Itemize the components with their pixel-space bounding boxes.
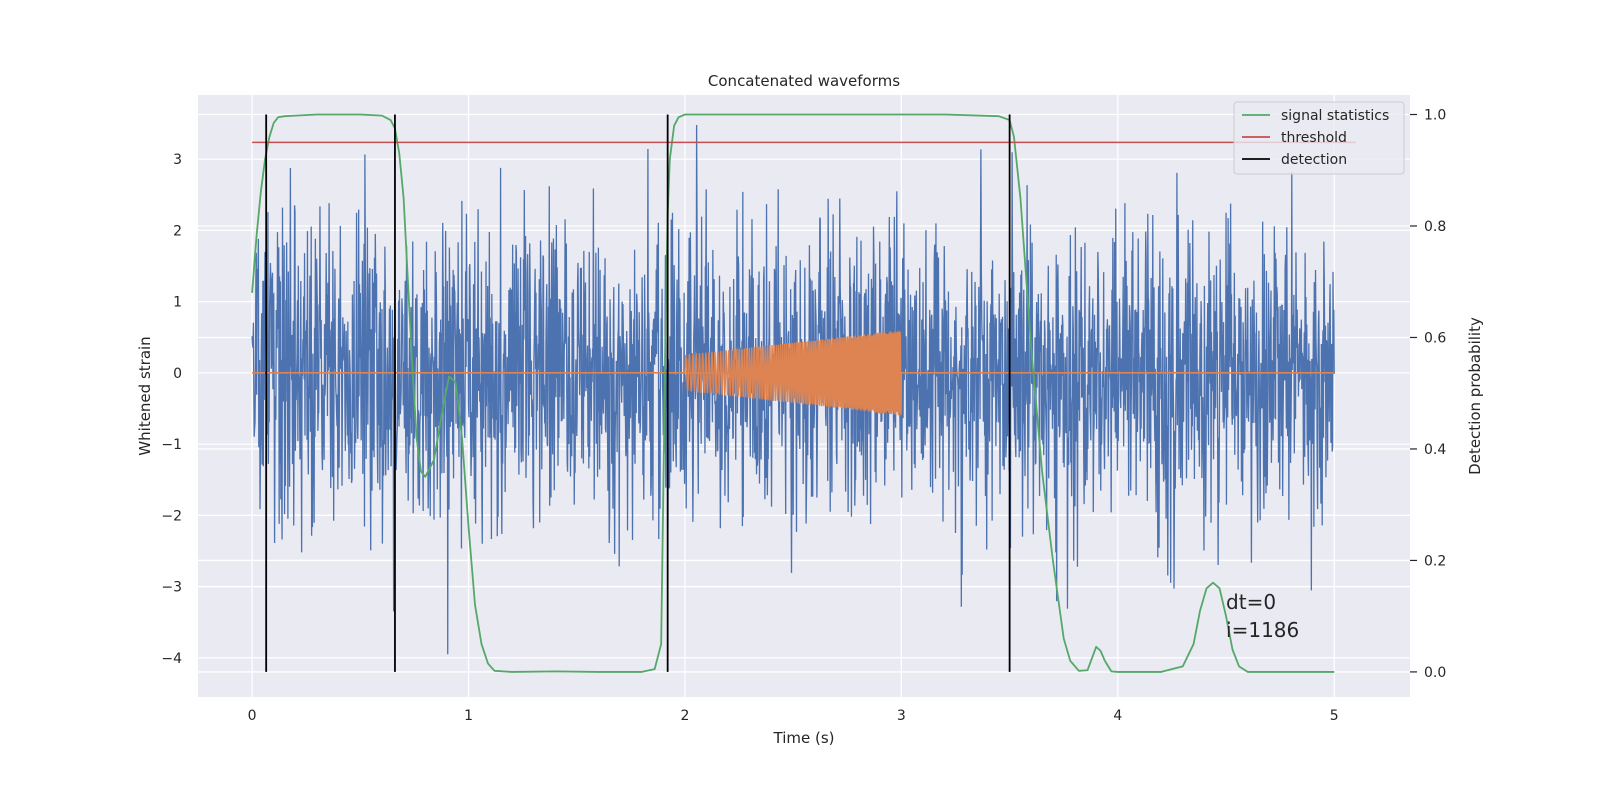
y-tick-label: −1 xyxy=(161,437,182,453)
y-tick-label: 2 xyxy=(173,223,182,239)
series-layer xyxy=(251,113,1356,673)
y-tick-label: 1 xyxy=(173,295,182,311)
y-axis-title: Whitened strain xyxy=(136,336,154,455)
chart-title: Concatenated waveforms xyxy=(708,72,900,90)
y-tick-label: −4 xyxy=(161,651,182,667)
y2-axis-ticks: 1.0 0.8 0.6 0.4 0.2 0.0 xyxy=(1410,108,1446,681)
annotation-dt: dt=0 xyxy=(1226,590,1276,614)
x-tick-label: 2 xyxy=(681,708,690,724)
series-noise-strain xyxy=(251,124,1335,655)
y2-tick-label: 0.0 xyxy=(1424,665,1446,681)
x-tick-label: 4 xyxy=(1113,708,1122,724)
legend-label: detection xyxy=(1281,152,1347,168)
y2-tick-label: 0.6 xyxy=(1424,330,1446,346)
annotation-index: i=1186 xyxy=(1226,618,1299,642)
x-axis-title: Time (s) xyxy=(773,729,835,747)
series-signal-statistics xyxy=(251,113,1335,673)
y-axis-ticks: 3 2 1 0 −1 −2 −3 −4 xyxy=(161,152,182,667)
y2-tick-label: 0.8 xyxy=(1424,219,1446,235)
y2-tick-label: 0.4 xyxy=(1424,442,1446,458)
y2-tick-label: 0.2 xyxy=(1424,553,1446,569)
legend-label: signal statistics xyxy=(1281,108,1389,124)
annotations: dt=0 i=1186 xyxy=(1226,590,1299,642)
legend-label: threshold xyxy=(1281,130,1347,146)
x-tick-label: 5 xyxy=(1330,708,1339,724)
y2-axis-title: Detection probability xyxy=(1466,317,1484,475)
legend: signal statistics threshold detection xyxy=(1233,101,1405,175)
series-template-chirp xyxy=(684,330,903,416)
y2-tick-label: 1.0 xyxy=(1424,108,1446,124)
y-tick-label: −3 xyxy=(161,580,182,596)
x-tick-label: 0 xyxy=(248,708,257,724)
legend-box xyxy=(1233,101,1405,175)
y-tick-label: 3 xyxy=(173,152,182,168)
x-tick-label: 3 xyxy=(897,708,906,724)
y-tick-label: −2 xyxy=(161,508,182,524)
x-axis-ticks: 0 1 2 3 4 5 xyxy=(248,708,1339,724)
y-tick-label: 0 xyxy=(173,366,182,382)
x-tick-label: 1 xyxy=(464,708,473,724)
legend-items: signal statistics threshold detection xyxy=(1242,108,1389,168)
